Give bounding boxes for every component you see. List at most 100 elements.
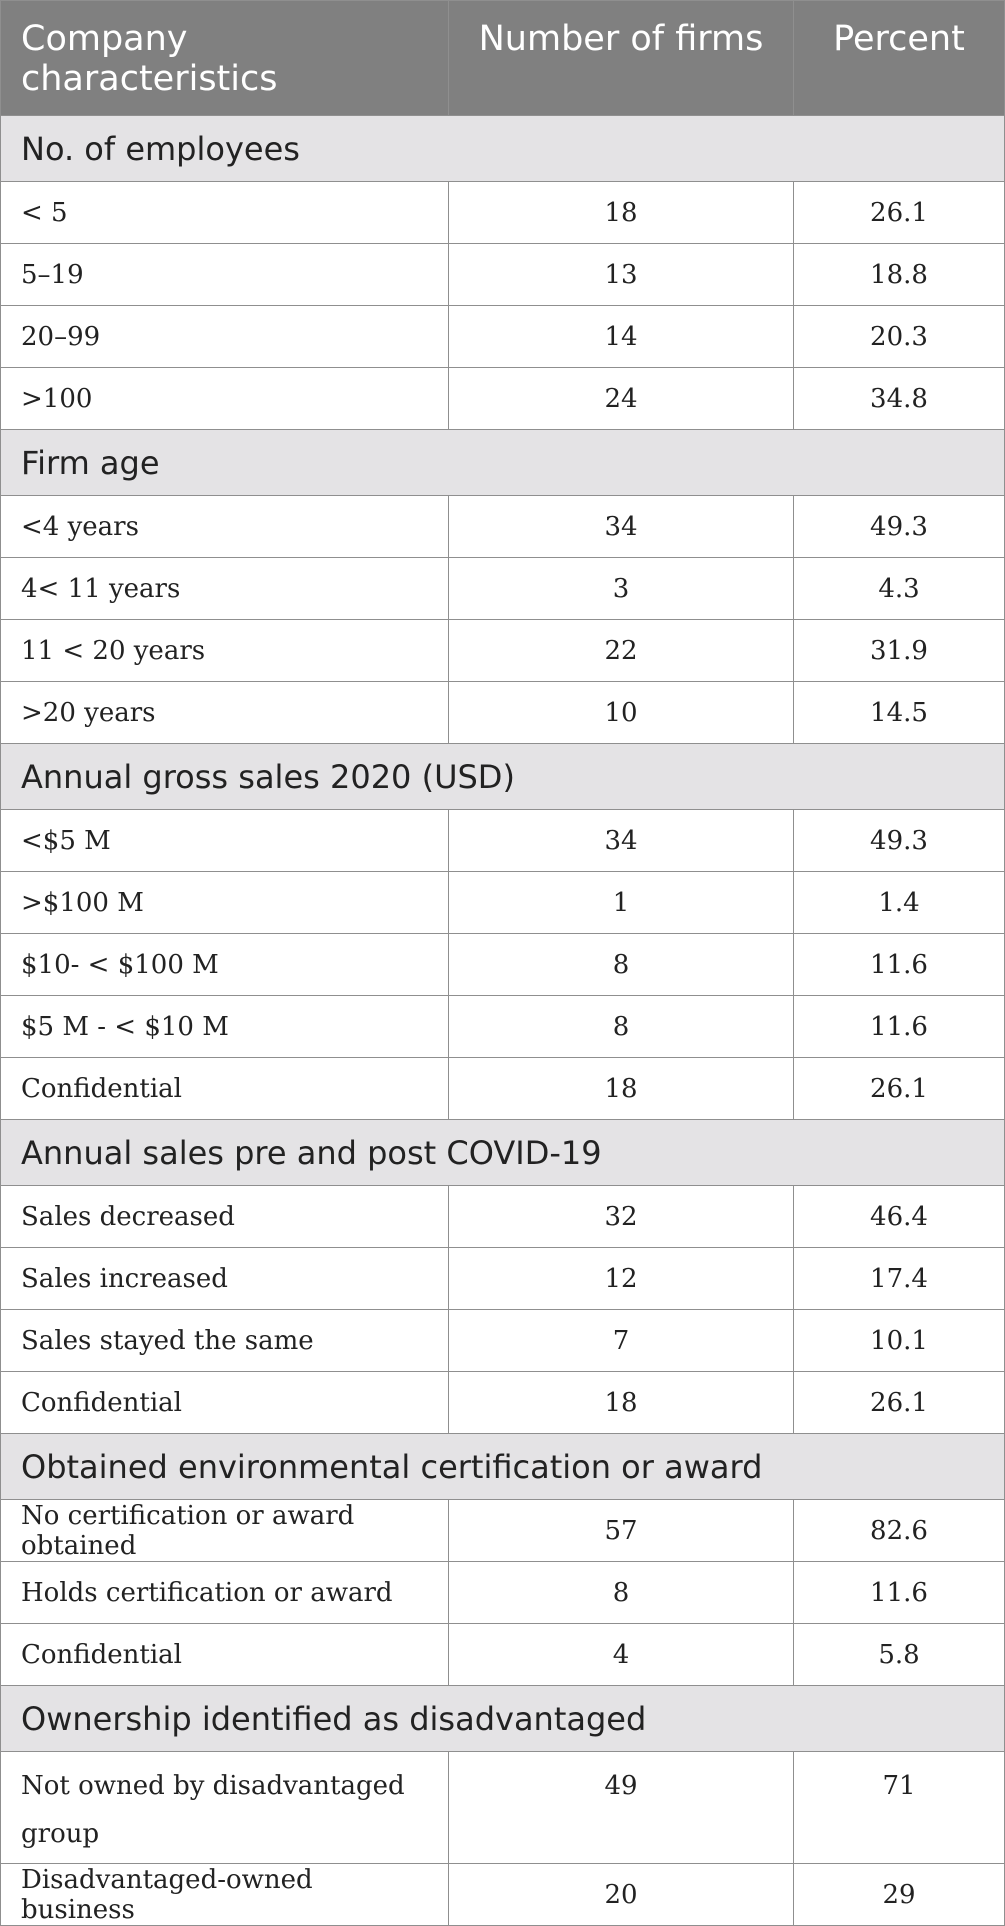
table-row: Disadvantaged-owned business 20 29 (0, 1863, 1005, 1926)
row-percent: 4.3 (793, 557, 1005, 620)
row-percent: 71 (793, 1751, 1005, 1864)
row-label: Not owned by disadvantaged group (0, 1751, 449, 1864)
row-number-of-firms: 34 (448, 495, 794, 558)
row-percent: 29 (793, 1863, 1005, 1926)
row-number-of-firms: 4 (448, 1623, 794, 1686)
row-number-of-firms: 14 (448, 305, 794, 368)
table-row: $10- < $100 M 8 11.6 (0, 933, 1005, 996)
row-percent: 26.1 (793, 181, 1005, 244)
row-label: Confidential (0, 1623, 449, 1686)
table-row: >$100 M 1 1.4 (0, 871, 1005, 934)
table-row: Holds certification or award 8 11.6 (0, 1561, 1005, 1624)
row-percent: 20.3 (793, 305, 1005, 368)
row-label: <4 years (0, 495, 449, 558)
row-label: Sales stayed the same (0, 1309, 449, 1372)
table-row: Confidential 18 26.1 (0, 1371, 1005, 1434)
section-title: Annual sales pre and post COVID-19 (0, 1119, 1005, 1186)
table-row: 11 < 20 years 22 31.9 (0, 619, 1005, 682)
table-row: <4 years 34 49.3 (0, 495, 1005, 558)
row-percent: 10.1 (793, 1309, 1005, 1372)
row-number-of-firms: 8 (448, 1561, 794, 1624)
row-percent: 5.8 (793, 1623, 1005, 1686)
section-title: Ownership identified as disadvantaged (0, 1685, 1005, 1752)
row-percent: 17.4 (793, 1247, 1005, 1310)
row-number-of-firms: 24 (448, 367, 794, 430)
table-row: $5 M - < $10 M 8 11.6 (0, 995, 1005, 1058)
row-label: Disadvantaged-owned business (0, 1863, 449, 1926)
row-label: Confidential (0, 1057, 449, 1120)
section-title: Obtained environmental certification or … (0, 1433, 1005, 1500)
row-number-of-firms: 22 (448, 619, 794, 682)
row-percent: 49.3 (793, 495, 1005, 558)
row-number-of-firms: 7 (448, 1309, 794, 1372)
section-title: Annual gross sales 2020 (USD) (0, 743, 1005, 810)
table-row: <$5 M 34 49.3 (0, 809, 1005, 872)
row-number-of-firms: 34 (448, 809, 794, 872)
row-number-of-firms: 8 (448, 995, 794, 1058)
row-label: 5–19 (0, 243, 449, 306)
row-number-of-firms: 49 (448, 1751, 794, 1864)
row-percent: 49.3 (793, 809, 1005, 872)
row-label: 11 < 20 years (0, 619, 449, 682)
row-label: $5 M - < $10 M (0, 995, 449, 1058)
row-number-of-firms: 18 (448, 181, 794, 244)
section-row: Obtained environmental certification or … (0, 1433, 1005, 1500)
row-number-of-firms: 3 (448, 557, 794, 620)
table-body: No. of employees < 5 18 26.1 5–19 13 18.8 20–99… (0, 115, 1005, 1926)
table-row: 20–99 14 20.3 (0, 305, 1005, 368)
row-label: 20–99 (0, 305, 449, 368)
table-row: 4< 11 years 3 4.3 (0, 557, 1005, 620)
row-label: $10- < $100 M (0, 933, 449, 996)
row-label: <$5 M (0, 809, 449, 872)
row-percent: 18.8 (793, 243, 1005, 306)
row-label: >$100 M (0, 871, 449, 934)
row-number-of-firms: 18 (448, 1057, 794, 1120)
table-row: 5–19 13 18.8 (0, 243, 1005, 306)
section-title: Firm age (0, 429, 1005, 496)
row-number-of-firms: 10 (448, 681, 794, 744)
row-number-of-firms: 1 (448, 871, 794, 934)
row-label: >20 years (0, 681, 449, 744)
row-label: Confidential (0, 1371, 449, 1434)
row-percent: 11.6 (793, 995, 1005, 1058)
row-percent: 26.1 (793, 1371, 1005, 1434)
row-percent: 46.4 (793, 1185, 1005, 1248)
row-percent: 14.5 (793, 681, 1005, 744)
section-row: Annual sales pre and post COVID-19 (0, 1119, 1005, 1186)
row-label: Sales decreased (0, 1185, 449, 1248)
table-row: Sales increased 12 17.4 (0, 1247, 1005, 1310)
row-percent: 82.6 (793, 1499, 1005, 1562)
row-label: Sales increased (0, 1247, 449, 1310)
row-number-of-firms: 13 (448, 243, 794, 306)
row-number-of-firms: 12 (448, 1247, 794, 1310)
table-row: Confidential 18 26.1 (0, 1057, 1005, 1120)
table-row: < 5 18 26.1 (0, 181, 1005, 244)
row-label: 4< 11 years (0, 557, 449, 620)
header-number-of-firms: Number of firms (448, 0, 794, 116)
row-percent: 26.1 (793, 1057, 1005, 1120)
row-number-of-firms: 8 (448, 933, 794, 996)
row-number-of-firms: 57 (448, 1499, 794, 1562)
row-label: Holds certification or award (0, 1561, 449, 1624)
row-percent: 11.6 (793, 933, 1005, 996)
row-percent: 11.6 (793, 1561, 1005, 1624)
row-percent: 34.8 (793, 367, 1005, 430)
table-row: Sales stayed the same 7 10.1 (0, 1309, 1005, 1372)
row-label: >100 (0, 367, 449, 430)
table-row: Sales decreased 32 46.4 (0, 1185, 1005, 1248)
row-percent: 31.9 (793, 619, 1005, 682)
section-row: Ownership identified as disadvantaged (0, 1685, 1005, 1752)
header-percent: Percent (793, 0, 1005, 116)
section-row: Firm age (0, 429, 1005, 496)
table-row: No certification or award obtained 57 82.6 (0, 1499, 1005, 1562)
row-label: No certification or award obtained (0, 1499, 449, 1562)
section-row: Annual gross sales 2020 (USD) (0, 743, 1005, 810)
table-row: Not owned by disadvantaged group 49 71 (0, 1751, 1005, 1864)
row-label: < 5 (0, 181, 449, 244)
table-row: >100 24 34.8 (0, 367, 1005, 430)
row-percent: 1.4 (793, 871, 1005, 934)
row-number-of-firms: 32 (448, 1185, 794, 1248)
section-row: No. of employees (0, 115, 1005, 182)
row-number-of-firms: 18 (448, 1371, 794, 1434)
